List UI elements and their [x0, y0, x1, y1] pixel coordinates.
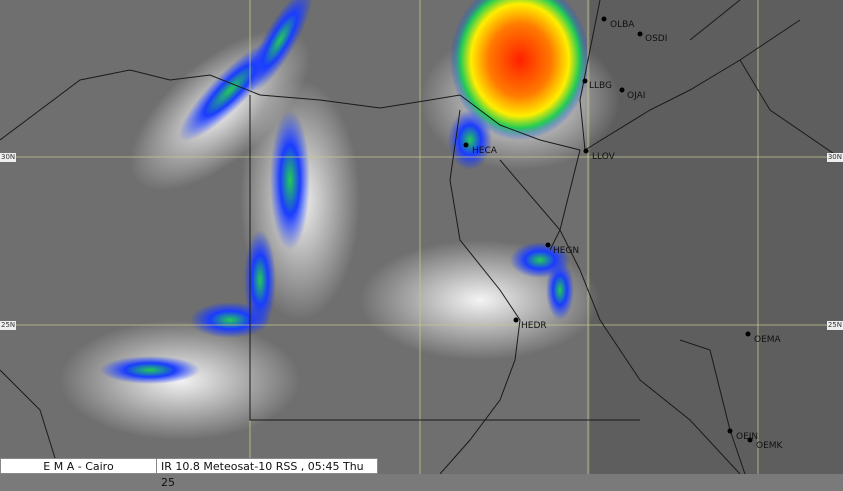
svg-text:LLOV: LLOV	[592, 152, 616, 162]
station-heca: HECA	[463, 142, 498, 156]
station-olba: OLBA	[601, 16, 635, 30]
lat-label-30n-right: 30N	[826, 153, 843, 162]
svg-text:HECA: HECA	[472, 146, 498, 156]
lat-label-25n-left: 25N	[0, 321, 17, 330]
station-oemk: OEMK	[747, 437, 784, 451]
station-oejn: OEJN	[727, 428, 758, 442]
cloud-layer	[60, 0, 620, 440]
svg-text:OJAI: OJAI	[627, 91, 645, 101]
station-oema: OEMA	[745, 331, 782, 345]
lat-label-25n-right: 25N	[826, 321, 843, 330]
station-markers: OLBA OSDI LLBG OJAI LLOV HECA HEGN HEDR …	[463, 16, 784, 451]
svg-text:LLBG: LLBG	[589, 81, 612, 91]
svg-text:HEDR: HEDR	[521, 321, 547, 331]
agency-label: E M A - Cairo	[0, 458, 157, 474]
svg-text:OLBA: OLBA	[610, 20, 635, 30]
svg-text:OEMK: OEMK	[756, 441, 784, 451]
station-hedr: HEDR	[513, 317, 547, 331]
station-hegn: HEGN	[545, 242, 579, 256]
satellite-map: OLBA OSDI LLBG OJAI LLOV HECA HEGN HEDR …	[0, 0, 843, 474]
svg-text:OSDI: OSDI	[645, 34, 667, 44]
product-label: IR 10.8 Meteosat-10 RSS , 05:45 Thu 25	[156, 458, 378, 489]
station-llov: LLOV	[583, 148, 616, 162]
station-osdi: OSDI	[637, 31, 667, 44]
station-ojai: OJAI	[619, 87, 645, 101]
station-llbg: LLBG	[582, 78, 612, 91]
svg-text:OEMA: OEMA	[754, 335, 782, 345]
lat-label-30n-left: 30N	[0, 153, 17, 162]
svg-text:OEJN: OEJN	[736, 432, 758, 442]
svg-text:HEGN: HEGN	[553, 246, 579, 256]
borders-coastlines	[0, 0, 843, 474]
